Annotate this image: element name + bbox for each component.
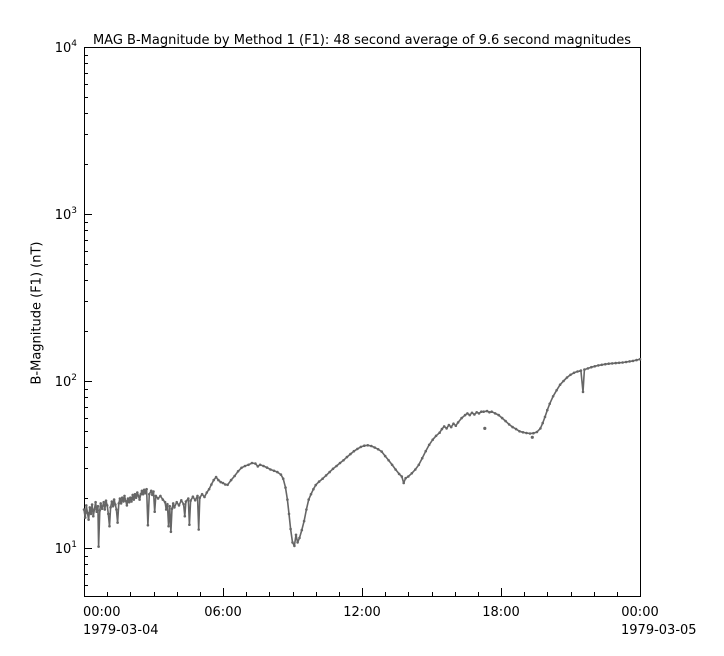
x-date-label: 1979-03-05: [621, 623, 697, 638]
x-tick-label: 06:00: [204, 605, 241, 620]
outlier-point: [483, 426, 487, 430]
x-tick-label: 00:00: [83, 605, 120, 620]
x-tick-label: 18:00: [482, 605, 519, 620]
y-tick-label: 103: [55, 206, 77, 223]
x-tick-label: 12:00: [343, 605, 380, 620]
y-axis-title: B-Magnitude (F1) (nT): [29, 241, 45, 385]
y-tick-label: 102: [55, 373, 77, 390]
outlier-point: [530, 435, 534, 439]
axis-ticks: [84, 47, 641, 596]
axis-tick-labels: 00:00 06:00 12:00 18:00 00:00 1979-03-04 1979-…: [55, 39, 697, 638]
y-tick-label: 101: [55, 540, 77, 557]
plot-frame: [84, 47, 641, 597]
chart-title: MAG B-Magnitude by Method 1 (F1): 48 sec…: [92, 33, 632, 48]
series-line: [83, 358, 641, 548]
y-tick-label: 104: [55, 39, 78, 56]
x-tick-label: 00:00: [621, 605, 658, 620]
x-date-label: 1979-03-04: [83, 623, 159, 638]
data-series: [82, 357, 642, 548]
